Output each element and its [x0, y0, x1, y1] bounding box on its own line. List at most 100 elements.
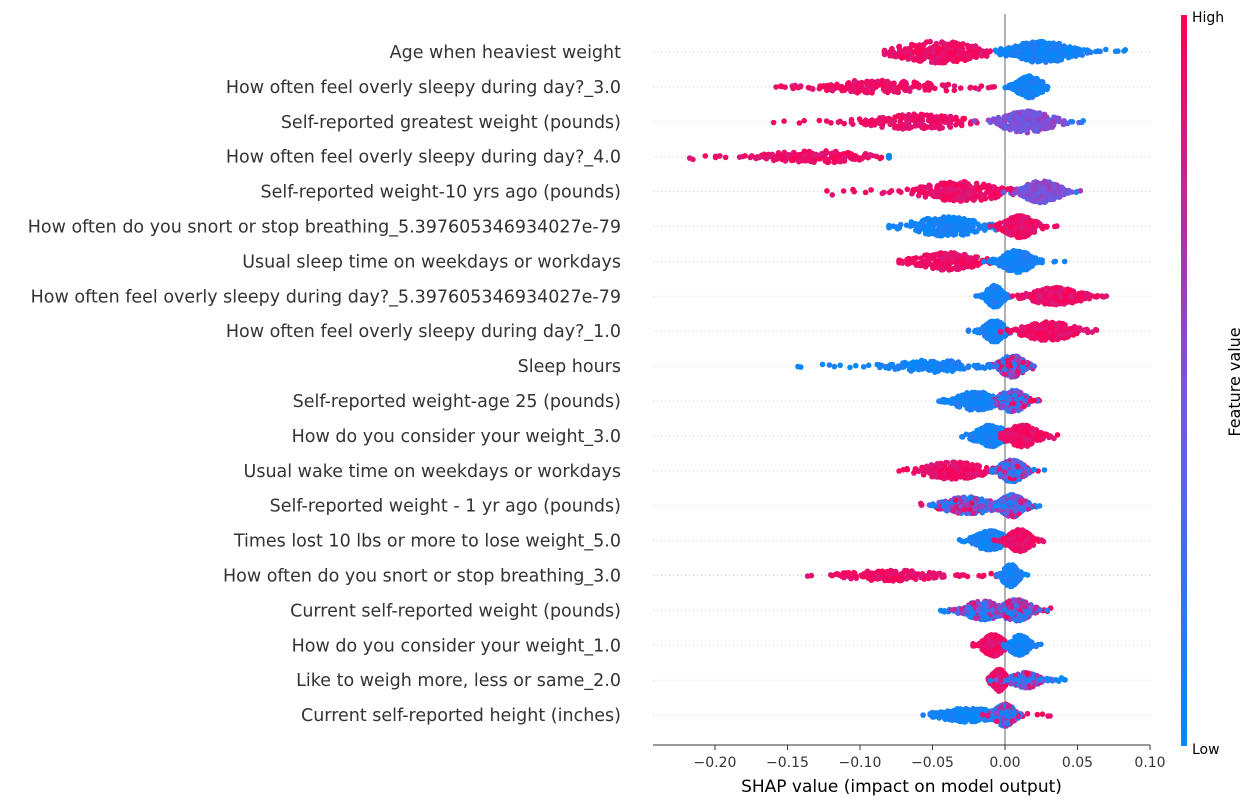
shap-point: [770, 119, 777, 126]
shap-point: [962, 57, 968, 64]
feature-row-points: [936, 387, 1043, 415]
shap-point: [1052, 51, 1058, 57]
shap-point: [991, 299, 998, 306]
shap-point: [944, 190, 951, 196]
shap-point: [1030, 125, 1036, 131]
shap-point: [1064, 120, 1071, 127]
shap-point: [1054, 41, 1061, 48]
shap-point: [1051, 183, 1058, 190]
shap-point: [950, 365, 956, 371]
shap-point: [1025, 231, 1032, 237]
shap-point: [953, 41, 960, 47]
shap-point: [1019, 225, 1025, 231]
shap-point: [981, 258, 987, 265]
shap-point: [940, 53, 946, 60]
shap-point: [1058, 323, 1065, 330]
shap-point: [998, 46, 1004, 52]
feature-row-points: [973, 282, 1110, 310]
shap-point: [1031, 118, 1038, 125]
feature-row-points: [773, 73, 1051, 101]
shap-point: [1025, 121, 1031, 128]
shap-point: [796, 158, 802, 165]
shap-point: [1012, 255, 1019, 262]
shap-point: [839, 87, 845, 94]
shap-point: [829, 87, 836, 94]
shap-point: [902, 87, 909, 94]
shap-point: [1066, 299, 1073, 305]
shap-point: [1017, 186, 1024, 192]
shap-point: [1013, 326, 1020, 333]
shap-point: [1024, 252, 1030, 259]
feature-row-points: [795, 353, 1037, 380]
shap-point: [934, 114, 940, 120]
shap-point: [761, 151, 768, 158]
shap-point: [937, 220, 943, 226]
shap-point: [1031, 363, 1037, 370]
shap-point: [840, 188, 847, 194]
shap-point: [1040, 185, 1047, 191]
shap-point: [1003, 53, 1009, 59]
shap-point: [1042, 286, 1049, 292]
shap-point: [789, 156, 796, 162]
shap-point: [957, 85, 964, 91]
shap-point: [986, 182, 992, 189]
shap-point: [936, 366, 943, 373]
shap-point: [769, 151, 775, 158]
shap-point: [884, 85, 891, 91]
shap-point: [962, 183, 968, 190]
shap-point: [831, 363, 838, 370]
shap-point: [851, 188, 857, 195]
shap-point: [860, 364, 867, 370]
shap-point: [1022, 264, 1028, 270]
shap-point: [913, 255, 920, 261]
shap-point: [954, 258, 961, 265]
shap-point: [1031, 256, 1037, 263]
shap-point: [990, 256, 997, 263]
shap-point: [895, 85, 902, 91]
shap-point: [1031, 109, 1037, 116]
shap-point: [912, 222, 918, 228]
shap-point: [795, 152, 801, 158]
shap-point: [876, 362, 883, 368]
shap-point: [905, 47, 912, 54]
shap-point: [994, 294, 1001, 301]
shap-point: [937, 250, 944, 256]
shap-point: [985, 84, 992, 91]
shap-point: [1030, 198, 1036, 204]
shap-point: [962, 251, 968, 258]
shap-point: [911, 42, 918, 49]
shap-point: [952, 215, 958, 221]
shap-point: [1065, 326, 1072, 333]
shap-point: [1044, 84, 1051, 90]
shap-point: [986, 332, 992, 339]
shap-point: [1040, 330, 1047, 337]
shap-point: [991, 117, 997, 124]
shap-point: [1013, 186, 1019, 193]
shap-point: [1007, 225, 1014, 231]
shap-point: [946, 56, 952, 62]
shap-point: [903, 222, 910, 228]
shap-point: [811, 153, 817, 159]
shap-point: [891, 80, 897, 86]
shap-point: [952, 231, 959, 238]
shap-point: [1000, 189, 1007, 195]
shap-point: [973, 180, 980, 187]
feature-row-points: [965, 318, 1100, 345]
shap-point: [934, 122, 941, 128]
shap-point: [896, 44, 902, 50]
shap-point: [943, 222, 950, 229]
shap-point: [1051, 223, 1058, 230]
shap-point: [941, 59, 948, 65]
shap-point: [865, 362, 872, 369]
shap-point: [961, 115, 968, 122]
shap-point: [912, 49, 919, 55]
shap-point: [886, 153, 892, 160]
shap-point: [846, 150, 852, 156]
shap-point: [1023, 127, 1029, 133]
shap-point: [925, 222, 932, 228]
shap-point: [926, 87, 932, 93]
shap-point: [925, 80, 931, 86]
shap-point: [942, 41, 949, 48]
shap-point: [939, 190, 945, 196]
feature-row-points: [881, 38, 1129, 66]
